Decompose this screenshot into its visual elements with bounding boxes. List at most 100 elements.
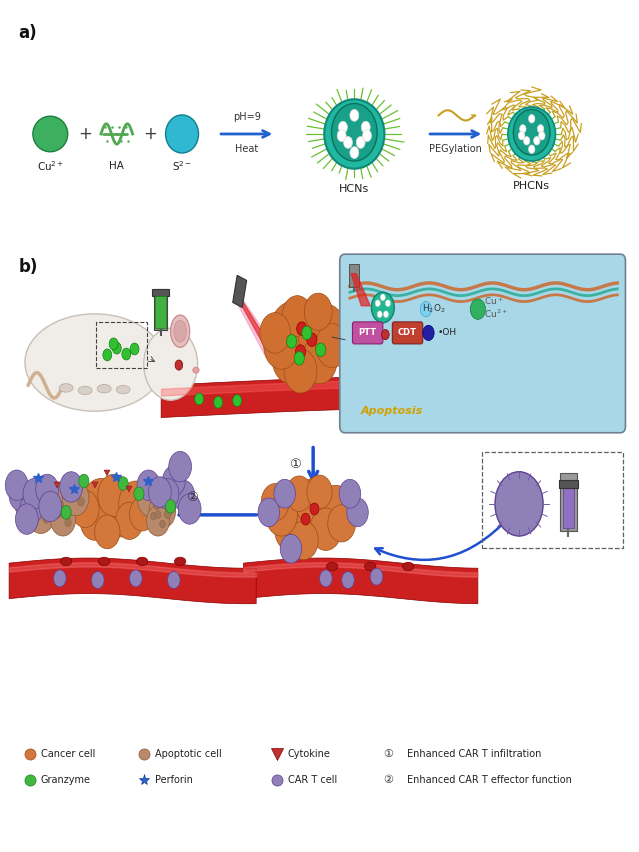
Circle shape — [295, 479, 331, 526]
Circle shape — [385, 300, 390, 307]
Circle shape — [149, 492, 176, 528]
Polygon shape — [236, 301, 282, 357]
Circle shape — [260, 313, 290, 354]
Circle shape — [420, 302, 431, 317]
Ellipse shape — [116, 385, 130, 394]
Circle shape — [162, 466, 185, 496]
FancyBboxPatch shape — [392, 322, 423, 344]
Circle shape — [264, 322, 299, 369]
Circle shape — [39, 491, 62, 521]
Ellipse shape — [174, 320, 187, 343]
FancyBboxPatch shape — [155, 296, 166, 328]
Circle shape — [20, 493, 43, 524]
Circle shape — [24, 493, 30, 502]
Circle shape — [275, 481, 320, 540]
Circle shape — [91, 572, 104, 589]
Circle shape — [116, 502, 143, 539]
FancyBboxPatch shape — [563, 485, 574, 528]
Circle shape — [339, 480, 360, 508]
Ellipse shape — [61, 557, 72, 566]
Ellipse shape — [78, 386, 92, 394]
Circle shape — [347, 498, 368, 527]
Circle shape — [15, 504, 38, 534]
Circle shape — [119, 481, 153, 527]
Circle shape — [54, 570, 66, 587]
Ellipse shape — [166, 115, 199, 153]
Ellipse shape — [25, 314, 164, 412]
Text: HCNs: HCNs — [339, 184, 369, 194]
Circle shape — [63, 481, 89, 515]
Circle shape — [337, 130, 346, 141]
Ellipse shape — [364, 562, 376, 571]
Text: PHCNs: PHCNs — [513, 181, 550, 192]
Circle shape — [122, 348, 131, 360]
Text: pH=9: pH=9 — [233, 112, 261, 122]
Circle shape — [56, 501, 64, 512]
Circle shape — [55, 509, 61, 518]
Circle shape — [310, 503, 319, 515]
Circle shape — [362, 130, 371, 141]
Text: Heat: Heat — [235, 144, 258, 154]
Circle shape — [288, 301, 326, 352]
Circle shape — [286, 476, 312, 511]
Circle shape — [537, 124, 544, 133]
Polygon shape — [243, 558, 478, 604]
Text: Enhanced CAR T infiltration: Enhanced CAR T infiltration — [407, 750, 541, 759]
Polygon shape — [161, 375, 459, 417]
Circle shape — [72, 486, 79, 495]
Circle shape — [316, 343, 326, 357]
Circle shape — [142, 487, 150, 497]
Circle shape — [9, 481, 32, 510]
Ellipse shape — [33, 116, 68, 152]
Circle shape — [156, 479, 179, 509]
Circle shape — [148, 486, 155, 495]
Circle shape — [36, 475, 59, 504]
Circle shape — [281, 534, 302, 563]
Circle shape — [307, 333, 317, 347]
Text: S$^{2-}$: S$^{2-}$ — [172, 159, 192, 173]
Circle shape — [495, 472, 543, 536]
Circle shape — [284, 349, 317, 393]
FancyBboxPatch shape — [353, 322, 383, 344]
Polygon shape — [239, 301, 275, 354]
Circle shape — [233, 394, 242, 406]
Circle shape — [377, 311, 382, 318]
Circle shape — [383, 311, 389, 318]
Circle shape — [60, 472, 82, 502]
Circle shape — [344, 136, 353, 148]
Circle shape — [178, 493, 201, 524]
Ellipse shape — [174, 557, 186, 566]
Circle shape — [67, 488, 73, 497]
Circle shape — [175, 360, 183, 370]
FancyBboxPatch shape — [559, 481, 578, 488]
Circle shape — [213, 396, 222, 408]
Text: Cu$^{2+}$: Cu$^{2+}$ — [36, 159, 64, 173]
FancyBboxPatch shape — [153, 289, 167, 331]
Text: Enhanced CAR T effector function: Enhanced CAR T effector function — [407, 774, 572, 785]
Circle shape — [274, 480, 295, 508]
Circle shape — [159, 499, 166, 508]
Circle shape — [146, 505, 169, 536]
Circle shape — [286, 335, 296, 348]
Text: •OH: •OH — [438, 328, 457, 337]
Text: Granzyme: Granzyme — [41, 774, 91, 785]
Text: HA: HA — [109, 161, 124, 171]
Circle shape — [328, 504, 356, 542]
Circle shape — [151, 512, 157, 520]
Circle shape — [528, 114, 535, 123]
Text: ②: ② — [383, 774, 393, 785]
Circle shape — [470, 299, 486, 320]
Circle shape — [375, 300, 380, 307]
Ellipse shape — [137, 557, 148, 566]
Circle shape — [38, 481, 69, 523]
Circle shape — [310, 508, 342, 550]
Circle shape — [164, 509, 171, 519]
Circle shape — [5, 470, 28, 500]
Circle shape — [29, 503, 35, 511]
Circle shape — [104, 492, 137, 537]
Circle shape — [43, 514, 50, 523]
Circle shape — [539, 131, 545, 140]
Circle shape — [148, 477, 171, 507]
Circle shape — [381, 330, 389, 340]
Circle shape — [339, 121, 348, 133]
